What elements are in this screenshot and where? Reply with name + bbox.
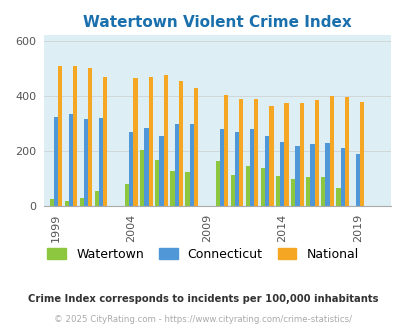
Bar [284,103,288,206]
Bar [140,150,144,206]
Bar [144,128,148,206]
Bar [148,77,152,206]
Bar [185,172,189,206]
Bar [314,100,318,206]
Text: © 2025 CityRating.com - https://www.cityrating.com/crime-statistics/: © 2025 CityRating.com - https://www.city… [54,315,351,324]
Bar [294,146,299,206]
Bar [189,124,193,206]
Bar [275,176,279,206]
Text: Crime Index corresponds to incidents per 100,000 inhabitants: Crime Index corresponds to incidents per… [28,294,377,304]
Bar [73,66,77,206]
Bar [159,136,163,206]
Bar [133,78,137,206]
Bar [69,114,73,206]
Bar [125,184,129,206]
Bar [305,178,309,206]
Bar [355,154,359,206]
Bar [219,129,224,206]
Bar [359,102,363,206]
Bar [99,118,103,206]
Bar [290,179,294,206]
Bar [309,144,314,206]
Bar [279,142,284,206]
Bar [269,106,273,206]
Bar [230,175,234,206]
Bar [215,161,219,206]
Bar [239,99,243,206]
Bar [340,148,344,206]
Bar [49,199,53,206]
Bar [94,191,99,206]
Bar [249,129,254,206]
Bar [79,198,84,206]
Bar [299,103,303,206]
Bar [170,171,174,206]
Bar [325,143,329,206]
Bar [174,124,178,206]
Bar [84,119,88,206]
Bar [178,81,183,206]
Bar [155,160,159,206]
Bar [163,75,167,206]
Bar [129,132,133,206]
Bar [335,188,340,206]
Bar [254,99,258,206]
Bar [329,96,333,206]
Bar [53,117,58,206]
Bar [320,178,325,206]
Bar [64,201,69,206]
Bar [344,97,348,206]
Bar [264,136,269,206]
Bar [224,95,228,206]
Bar [88,68,92,206]
Legend: Watertown, Connecticut, National: Watertown, Connecticut, National [42,243,363,266]
Bar [234,132,239,206]
Bar [103,77,107,206]
Bar [193,88,198,206]
Bar [58,66,62,206]
Bar [245,166,249,206]
Title: Watertown Violent Crime Index: Watertown Violent Crime Index [83,15,351,30]
Bar [260,168,264,206]
